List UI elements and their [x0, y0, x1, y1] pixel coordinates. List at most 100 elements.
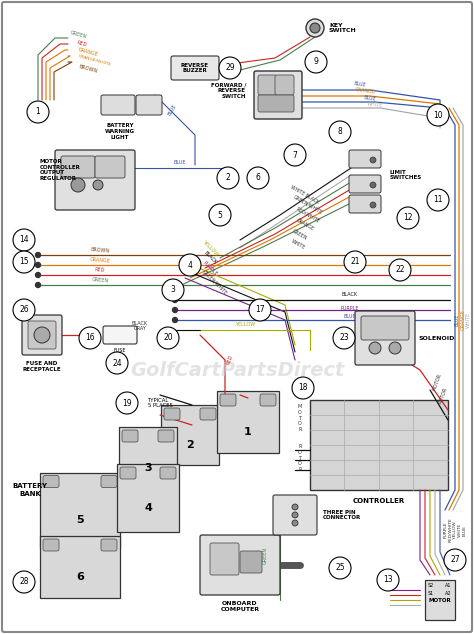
Text: 4: 4	[188, 261, 192, 269]
Text: S1: S1	[428, 591, 434, 596]
Text: ORANGE: ORANGE	[355, 87, 376, 95]
Text: 9: 9	[314, 58, 319, 67]
FancyBboxPatch shape	[40, 536, 120, 598]
Text: BLACK
GRAY: BLACK GRAY	[132, 321, 148, 332]
FancyBboxPatch shape	[158, 430, 174, 442]
Circle shape	[284, 144, 306, 166]
Circle shape	[247, 167, 269, 189]
Circle shape	[13, 229, 35, 251]
Text: 23: 23	[339, 333, 349, 342]
FancyBboxPatch shape	[273, 495, 317, 535]
Circle shape	[329, 557, 351, 579]
Text: BLUE: BLUE	[167, 103, 177, 117]
FancyBboxPatch shape	[101, 539, 117, 551]
Circle shape	[389, 259, 411, 281]
FancyBboxPatch shape	[55, 150, 135, 210]
Circle shape	[71, 178, 85, 192]
FancyBboxPatch shape	[361, 316, 409, 340]
Text: 1: 1	[244, 427, 252, 437]
Text: ORANGE: ORANGE	[295, 218, 315, 232]
Text: WHITE: WHITE	[366, 101, 383, 108]
FancyBboxPatch shape	[220, 394, 236, 406]
Text: YELLOW: YELLOW	[201, 239, 219, 257]
Text: 5: 5	[76, 515, 84, 525]
Text: GREEN: GREEN	[263, 547, 267, 564]
Circle shape	[116, 392, 138, 414]
Text: 29: 29	[225, 63, 235, 72]
FancyBboxPatch shape	[210, 543, 239, 575]
Circle shape	[219, 57, 241, 79]
FancyBboxPatch shape	[200, 408, 216, 420]
Text: 8: 8	[337, 127, 342, 136]
Text: 24: 24	[112, 358, 122, 368]
FancyBboxPatch shape	[120, 467, 136, 479]
FancyBboxPatch shape	[22, 315, 62, 355]
FancyBboxPatch shape	[161, 405, 219, 465]
Text: 19: 19	[122, 399, 132, 408]
FancyBboxPatch shape	[101, 476, 117, 488]
Circle shape	[329, 121, 351, 143]
Text: 28: 28	[19, 578, 29, 586]
Circle shape	[377, 569, 399, 591]
Text: SOLENOID: SOLENOID	[419, 335, 456, 340]
Text: WHITE BLACK: WHITE BLACK	[290, 185, 320, 205]
FancyBboxPatch shape	[349, 175, 381, 193]
Text: KEY
SWITCH: KEY SWITCH	[329, 23, 357, 34]
Text: FUSE: FUSE	[114, 348, 126, 353]
Circle shape	[27, 101, 49, 123]
FancyBboxPatch shape	[254, 71, 302, 119]
Circle shape	[36, 283, 40, 287]
Text: 26: 26	[19, 306, 29, 314]
Text: GolfCartPartsDirect: GolfCartPartsDirect	[130, 361, 344, 380]
Text: 18: 18	[298, 384, 308, 392]
Text: THREE PIN
CONNECTOR: THREE PIN CONNECTOR	[323, 510, 361, 521]
Circle shape	[305, 51, 327, 73]
Circle shape	[217, 167, 239, 189]
Text: ROTOR: ROTOR	[438, 386, 448, 404]
Text: BROWN: BROWN	[78, 64, 98, 74]
Text: RED: RED	[76, 40, 88, 48]
Circle shape	[389, 342, 401, 354]
Text: ORANGE: ORANGE	[77, 47, 99, 57]
Text: A1: A1	[445, 583, 452, 588]
Text: BATTERY
WARNING
LIGHT: BATTERY WARNING LIGHT	[105, 123, 135, 139]
Text: TYPICAL
5 PLACES: TYPICAL 5 PLACES	[148, 398, 173, 408]
Text: GREEN/WHITE: GREEN/WHITE	[201, 269, 228, 295]
Circle shape	[444, 549, 466, 571]
FancyBboxPatch shape	[40, 472, 120, 548]
Text: BLUE: BLUE	[364, 94, 376, 101]
Text: LIMIT
SWITCHES: LIMIT SWITCHES	[390, 170, 422, 181]
Text: BLUE: BLUE	[344, 313, 356, 318]
Text: 3: 3	[144, 463, 152, 473]
Text: ORANGE: ORANGE	[461, 309, 465, 330]
Text: MOTOR: MOTOR	[428, 597, 451, 602]
Circle shape	[36, 273, 40, 278]
Circle shape	[106, 352, 128, 374]
Text: BLACK: BLACK	[202, 250, 218, 266]
Circle shape	[173, 297, 177, 302]
Circle shape	[427, 189, 449, 211]
Text: RED: RED	[226, 354, 234, 366]
Text: PURPLE: PURPLE	[341, 306, 359, 311]
Text: BATTERY
BANK: BATTERY BANK	[12, 484, 47, 496]
Text: 2: 2	[226, 174, 230, 183]
Text: BLUE: BLUE	[174, 160, 186, 165]
Circle shape	[370, 182, 376, 188]
Text: 22: 22	[395, 266, 405, 275]
Text: 4: 4	[144, 503, 152, 513]
Text: PURPLE: PURPLE	[202, 260, 219, 276]
Text: BLACK: BLACK	[342, 292, 358, 297]
FancyBboxPatch shape	[275, 75, 294, 95]
FancyBboxPatch shape	[425, 580, 455, 620]
Text: A2: A2	[445, 591, 452, 596]
FancyBboxPatch shape	[200, 535, 280, 595]
Text: BLUE: BLUE	[354, 81, 366, 87]
FancyBboxPatch shape	[103, 326, 137, 344]
Text: 5: 5	[218, 210, 222, 219]
Circle shape	[370, 157, 376, 163]
Circle shape	[292, 377, 314, 399]
FancyBboxPatch shape	[28, 321, 56, 349]
Text: MOTOR: MOTOR	[431, 373, 442, 391]
Text: 12: 12	[403, 214, 413, 223]
Circle shape	[249, 299, 271, 321]
